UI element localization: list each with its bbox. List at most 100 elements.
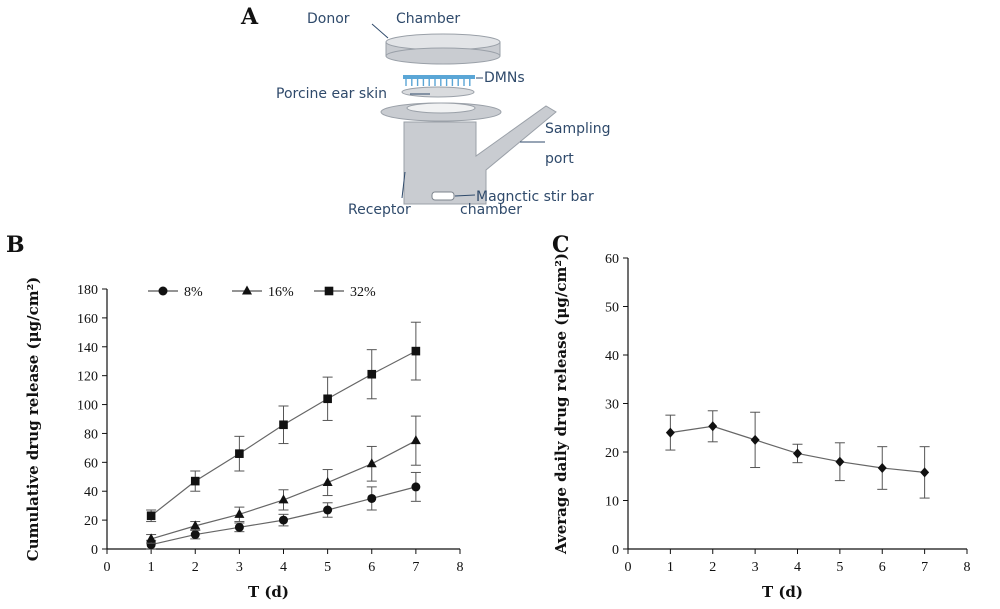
receptor-label: Receptor xyxy=(348,202,411,218)
panel-letter-c: C xyxy=(552,232,570,258)
data-point xyxy=(323,505,333,515)
x-tick-label: 3 xyxy=(236,560,243,575)
y-axis-title: Cumulative drug release (μg/cm²) xyxy=(24,277,42,562)
data-point xyxy=(411,482,421,492)
y-tick-label: 50 xyxy=(605,301,619,316)
data-point xyxy=(367,493,377,503)
data-point xyxy=(190,530,200,540)
y-tick-label: 0 xyxy=(612,543,619,558)
x-axis-title: T (d) xyxy=(762,583,803,601)
y-tick-label: 60 xyxy=(605,252,619,267)
panel-letter-b: B xyxy=(6,232,25,258)
y-tick-label: 40 xyxy=(605,349,619,364)
sampling-label: Sampling xyxy=(545,121,611,137)
data-point xyxy=(235,449,244,458)
x-tick-label: 5 xyxy=(836,560,843,575)
data-point xyxy=(322,477,333,487)
x-tick-label: 5 xyxy=(324,560,331,575)
data-point xyxy=(234,508,245,518)
y-tick-label: 140 xyxy=(77,341,98,356)
data-point xyxy=(793,448,802,459)
legend-item: 8% xyxy=(148,285,203,300)
legend-marker xyxy=(324,286,334,296)
data-point xyxy=(750,434,760,445)
data-point xyxy=(279,420,288,430)
panel-letter-a: A xyxy=(240,4,259,30)
data-point xyxy=(146,511,156,521)
cumulative-release-chart: B 0 20 40 60 80 100 120 140 160 180 0 1 2 3 4 5 6 7 8 8% 16… xyxy=(6,232,464,601)
x-tick-label: 2 xyxy=(709,560,716,575)
legend-item: 32% xyxy=(314,285,376,300)
x-tick-label: 8 xyxy=(457,560,464,575)
data-point xyxy=(146,533,157,543)
donor-label: Donor xyxy=(307,11,350,27)
x-tick-label: 7 xyxy=(921,560,928,575)
x-tick-label: 4 xyxy=(280,560,287,575)
data-point xyxy=(146,540,156,550)
data-point xyxy=(234,522,244,532)
y-tick-label: 100 xyxy=(77,399,98,414)
y-tick-label: 20 xyxy=(605,446,619,461)
data-series xyxy=(146,415,421,544)
y-tick-label: 180 xyxy=(77,283,98,298)
receptor-chamber-shape xyxy=(403,105,557,205)
chamber-label: Chamber xyxy=(396,11,460,27)
average-daily-release-chart: C 0 10 20 30 40 50 60 0 1 2 3 4 5 6 7 8 T (d) Average d… xyxy=(552,232,971,601)
y-tick-label: 0 xyxy=(91,543,98,558)
data-point xyxy=(190,476,200,486)
legend-label: 8% xyxy=(184,285,203,300)
legend-marker xyxy=(242,285,252,295)
data-point xyxy=(411,346,421,356)
data-point xyxy=(278,494,289,504)
data-point xyxy=(665,427,675,438)
legend-item: 16% xyxy=(232,285,294,300)
x-axis-title: T (d) xyxy=(248,583,289,601)
data-point xyxy=(835,456,845,467)
y-tick-label: 80 xyxy=(84,427,98,442)
port-label: port xyxy=(545,151,574,167)
y-tick-label: 120 xyxy=(77,370,98,385)
data-series xyxy=(665,410,930,499)
y-tick-label: 60 xyxy=(84,456,98,471)
data-point xyxy=(410,435,421,445)
legend-marker xyxy=(158,286,168,296)
data-point xyxy=(279,515,288,525)
data-point xyxy=(920,467,930,478)
y-tick-label: 160 xyxy=(77,312,98,327)
receptor-flange-shape xyxy=(380,102,502,122)
y-tick-label: 10 xyxy=(605,495,619,510)
diagram-leader-lines xyxy=(371,23,545,199)
x-tick-label: 6 xyxy=(368,560,375,575)
y-tick-label: 20 xyxy=(84,514,98,529)
skin-layer-shape xyxy=(401,86,475,98)
x-tick-label: 1 xyxy=(667,560,674,575)
chart-legend: 8% 16% 32% xyxy=(148,285,376,300)
x-tick-label: 4 xyxy=(794,560,801,575)
diffusion-cell-diagram: A Donor xyxy=(240,4,611,218)
x-tick-label: 0 xyxy=(625,560,632,575)
stir-bar-shape xyxy=(431,191,455,201)
y-tick-label: 30 xyxy=(605,398,619,413)
porcine-ear-skin-label: Porcine ear skin xyxy=(276,86,387,102)
x-tick-label: 3 xyxy=(752,560,759,575)
y-tick-label: 40 xyxy=(84,485,98,500)
legend-label: 16% xyxy=(268,285,294,300)
dmns-patch-shape xyxy=(403,75,475,86)
x-tick-label: 0 xyxy=(104,560,111,575)
x-tick-label: 2 xyxy=(192,560,199,575)
data-point xyxy=(366,458,377,468)
data-point xyxy=(708,421,718,432)
data-series xyxy=(146,321,421,523)
data-point xyxy=(190,520,201,530)
dmns-label: DMNs xyxy=(484,70,525,86)
data-series xyxy=(146,471,421,550)
x-tick-label: 6 xyxy=(879,560,886,575)
x-tick-label: 7 xyxy=(412,560,419,575)
donor-chamber-shape xyxy=(385,33,501,65)
data-point xyxy=(877,463,887,474)
legend-label: 32% xyxy=(350,285,376,300)
data-point xyxy=(367,369,377,379)
data-point xyxy=(323,394,332,404)
x-tick-label: 8 xyxy=(964,560,971,575)
